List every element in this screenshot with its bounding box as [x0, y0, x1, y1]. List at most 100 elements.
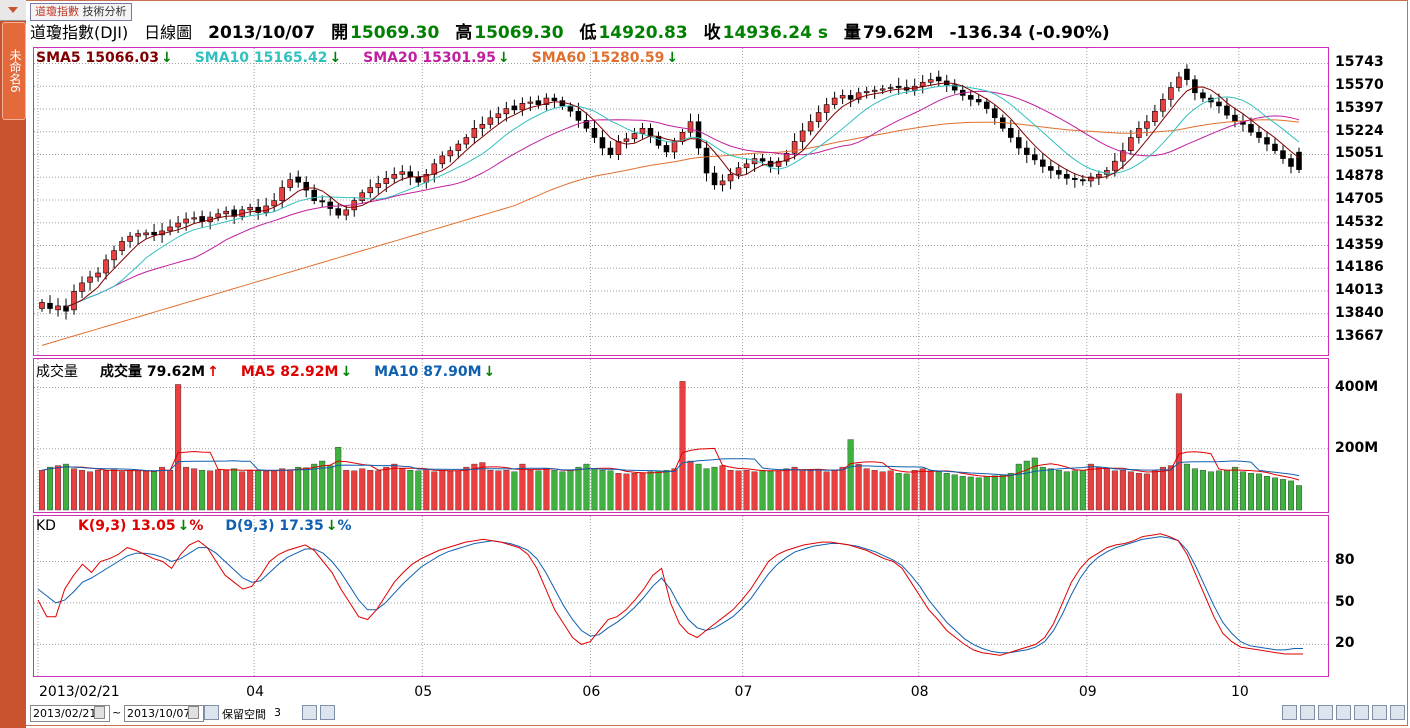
tab-bar[interactable]: 道瓊指數 技術分析 — [30, 3, 132, 21]
volume-bar — [383, 466, 390, 511]
volume-tick-label: 400M — [1335, 378, 1379, 395]
candle-body — [167, 226, 173, 232]
kd-chart[interactable] — [34, 516, 1328, 676]
legend-item: 成交量 79.62M ↑ — [100, 364, 219, 380]
volume-panel[interactable]: 成交量 成交量 79.62M ↑ MA5 82.92M ↓ MA10 87.90M ↓ — [33, 358, 1329, 513]
volume-bar — [1023, 460, 1030, 511]
volume-bar — [271, 469, 278, 511]
legend-arrow-icon: ↓ — [483, 364, 496, 380]
volume-bar — [447, 470, 454, 511]
candle-body — [279, 187, 285, 201]
legend-label: SMA5 15066.03 — [36, 50, 159, 66]
volume-bar — [975, 477, 982, 511]
collapse-arrow-icon[interactable] — [0, 0, 26, 21]
to-date-field[interactable]: 2013/10/07 — [124, 705, 204, 722]
volume-bar — [167, 469, 174, 511]
keep-space-value[interactable]: 3 — [274, 706, 281, 719]
volume-bar — [695, 463, 702, 511]
grid-icon[interactable] — [1300, 705, 1315, 720]
volume-bar — [1079, 469, 1086, 511]
legend-suffix: % — [189, 518, 204, 534]
volume-bar — [175, 384, 182, 511]
calendar-icon[interactable] — [204, 705, 219, 720]
from-date-field[interactable]: 2013/02/21 — [30, 705, 110, 722]
volume-bar — [727, 469, 734, 511]
volume-bar — [431, 471, 438, 511]
volume-bar — [663, 469, 670, 511]
candle-body — [399, 171, 406, 175]
sidebar-tab-label[interactable]: 未命名6 — [2, 22, 26, 120]
volume-bar — [1119, 469, 1126, 511]
candle-body — [255, 206, 261, 213]
volume-bar — [159, 466, 166, 511]
settings-icon[interactable] — [320, 705, 335, 720]
volume-bar — [143, 470, 150, 511]
candle-body — [1023, 147, 1030, 155]
volume-bar — [999, 474, 1006, 511]
candle-body — [1007, 128, 1014, 138]
volume-bar — [191, 468, 198, 511]
candle-body — [327, 201, 334, 209]
volume-bar — [79, 469, 86, 511]
volume-bar — [719, 465, 726, 511]
volume-bar — [807, 470, 814, 511]
candle-body — [359, 192, 366, 201]
volume-bar — [423, 469, 430, 511]
date-tick-label: 05 — [414, 684, 433, 700]
scroll-left-icon[interactable] — [1282, 705, 1297, 720]
spin-icon[interactable] — [302, 705, 317, 720]
sma5-line — [65, 82, 1300, 308]
candle-body — [1264, 137, 1270, 145]
legend-label: MA10 87.90M — [374, 364, 482, 380]
candle-body — [487, 117, 494, 125]
change-value: -136.34 (-0.90%) — [949, 23, 1110, 43]
legend-arrow-icon: ↓ — [666, 50, 679, 66]
kd-tick-label: 20 — [1335, 635, 1355, 652]
tab-active[interactable]: 道瓊指數 — [35, 5, 79, 18]
zoom-in-icon[interactable] — [1318, 705, 1333, 720]
volume-bar — [895, 473, 902, 511]
volume-bar — [1031, 457, 1038, 511]
price-tick-label: 15743 — [1335, 54, 1384, 71]
kd-tick-label: 80 — [1335, 552, 1355, 569]
crosshair-icon[interactable] — [1354, 705, 1369, 720]
zoom-out-icon[interactable] — [1336, 705, 1351, 720]
candle-body — [823, 104, 830, 113]
volume-bar — [791, 466, 798, 511]
candle-body — [1168, 87, 1174, 100]
candle-body — [1224, 105, 1230, 116]
kd-panel[interactable]: KD K(9,3) 13.05 ↓% D(9,3) 17.35 ↓% — [33, 515, 1329, 677]
keep-space-label: 保留空間 — [222, 708, 266, 721]
candle-body — [1072, 177, 1078, 180]
candle-body — [831, 97, 838, 105]
candle-body — [735, 167, 742, 175]
volume-bar — [919, 468, 926, 511]
candle-body — [519, 103, 526, 111]
volume-bar — [247, 469, 254, 511]
to-date-dropdown-icon[interactable] — [188, 706, 199, 719]
price-chart[interactable] — [34, 48, 1328, 355]
candle-body — [1080, 179, 1086, 182]
tab-technical[interactable]: 技術分析 — [82, 5, 127, 18]
volume-bar — [511, 471, 518, 511]
price-panel[interactable]: SMA5 15066.03 ↓ SMA10 15165.42 ↓ SMA20 15301… — [33, 47, 1329, 356]
volume-bar — [967, 476, 974, 511]
export-icon[interactable] — [1390, 705, 1405, 720]
candle-body — [271, 200, 277, 207]
volume-bar — [1151, 469, 1158, 511]
price-tick-label: 14878 — [1335, 168, 1384, 185]
legend-item: SMA10 15165.42 ↓ — [195, 50, 341, 66]
volume-bar — [783, 468, 790, 511]
candle-body — [79, 282, 85, 292]
volume-bar — [1087, 463, 1094, 511]
legend-item: MA5 82.92M ↓ — [241, 364, 352, 380]
volume-bar — [903, 473, 910, 511]
k-line — [37, 533, 1303, 656]
print-icon[interactable] — [1372, 705, 1387, 720]
open-value: 15069.30 — [350, 23, 440, 43]
volume-bar — [799, 469, 806, 511]
volume-legend: 成交量 成交量 79.62M ↑ MA5 82.92M ↓ MA10 87.90M ↓ — [36, 361, 517, 381]
date-tick-label: 06 — [582, 684, 601, 700]
from-date-dropdown-icon[interactable] — [94, 706, 105, 719]
volume-chart[interactable] — [34, 359, 1328, 512]
